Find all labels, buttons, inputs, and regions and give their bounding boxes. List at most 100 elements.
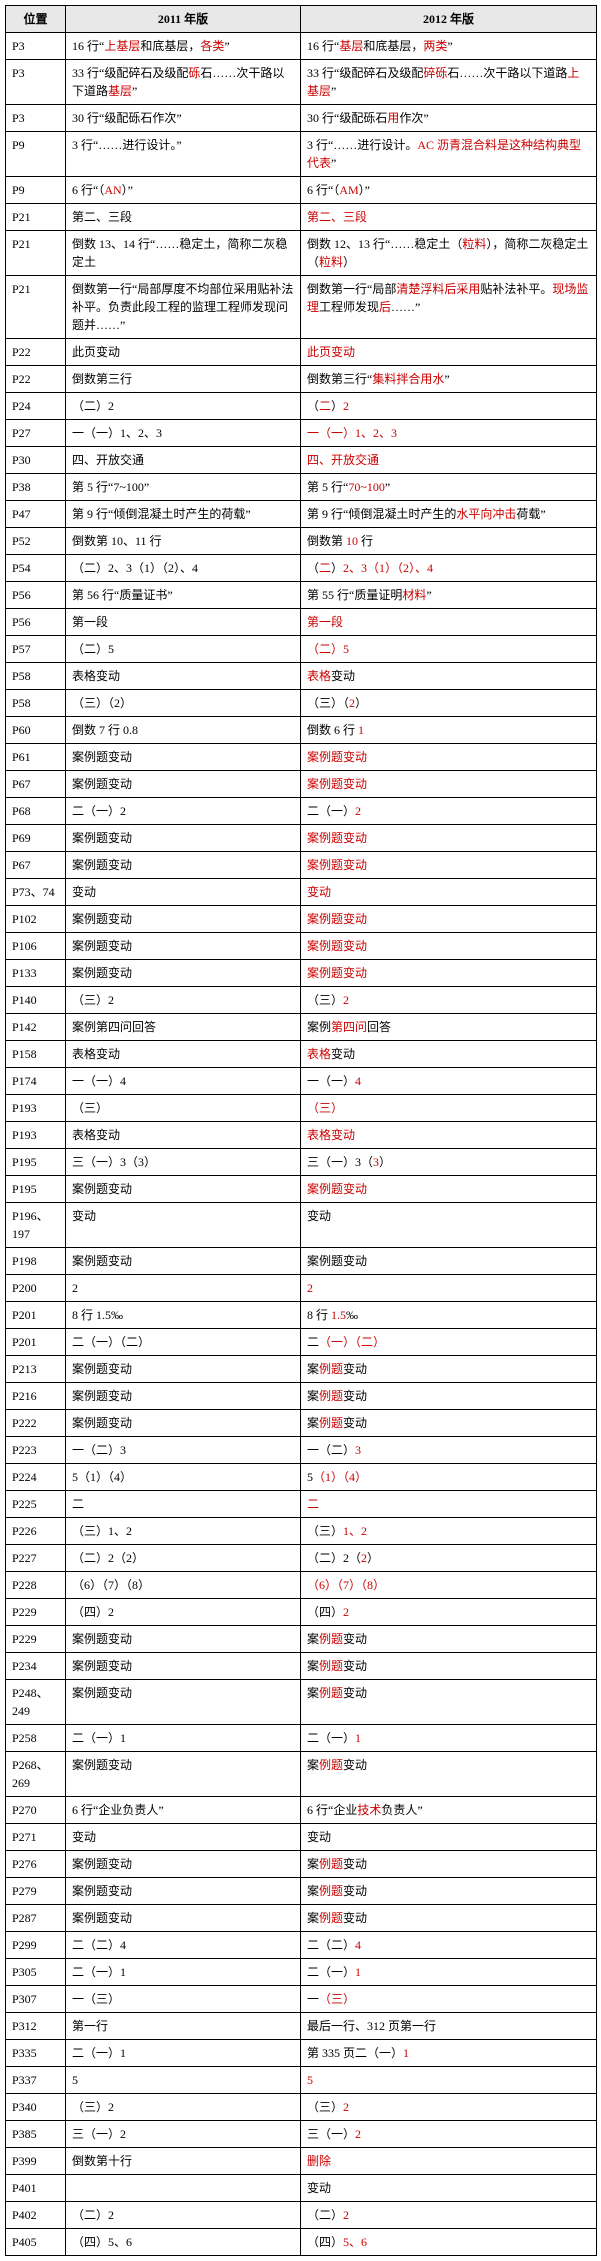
cell-2011: 二（一）2	[66, 798, 301, 825]
cell-2012: 三（一）3（3）	[301, 1149, 597, 1176]
cell-2012: 变动	[301, 1203, 597, 1248]
table-row: P21倒数 13、14 行“……稳定土，简称二灰稳定土倒数 12、13 行“………	[6, 231, 597, 276]
cell-2012: 30 行“级配砾石用作次”	[301, 105, 597, 132]
cell-2011: 案例第四问回答	[66, 1014, 301, 1041]
cell-position: P58	[6, 663, 66, 690]
cell-2012: 表格变动	[301, 663, 597, 690]
table-row: P73、74变动变动	[6, 879, 597, 906]
cell-position: P229	[6, 1599, 66, 1626]
col-2011: 2011 年版	[66, 6, 301, 33]
cell-position: P67	[6, 771, 66, 798]
cell-position: P21	[6, 276, 66, 339]
table-row: P227（二）2（2）（二）2（2）	[6, 1545, 597, 1572]
cell-2011: 案例题变动	[66, 933, 301, 960]
cell-2011: （三）（2）	[66, 690, 301, 717]
cell-2012: 案例题变动	[301, 1626, 597, 1653]
cell-2012: 删除	[301, 2148, 597, 2175]
cell-2011: 第二、三段	[66, 204, 301, 231]
table-row: P60倒数 7 行 0.8倒数 6 行 1	[6, 717, 597, 744]
cell-position: P276	[6, 1851, 66, 1878]
cell-position: P200	[6, 1275, 66, 1302]
table-row: P38第 5 行“7~100”第 5 行“70~100”	[6, 474, 597, 501]
table-row: P213案例题变动案例题变动	[6, 1356, 597, 1383]
table-row: P201二（一）（二）二（一）（二）	[6, 1329, 597, 1356]
cell-2011: 案例题变动	[66, 1176, 301, 1203]
table-row: P24（二）2（二）2	[6, 393, 597, 420]
cell-2011: （四）2	[66, 1599, 301, 1626]
table-row: P69案例题变动案例题变动	[6, 825, 597, 852]
cell-position: P224	[6, 1464, 66, 1491]
cell-position: P222	[6, 1410, 66, 1437]
table-row: P399倒数第十行删除	[6, 2148, 597, 2175]
cell-2011: 倒数第一行“局部厚度不均部位采用贴补法补平。负责此段工程的监理工程师发现问题并……	[66, 276, 301, 339]
cell-2011: （三）2	[66, 987, 301, 1014]
cell-2011: 表格变动	[66, 1041, 301, 1068]
cell-2012: 案例题变动	[301, 1410, 597, 1437]
cell-position: P402	[6, 2202, 66, 2229]
cell-2012: 一（三）	[301, 1986, 597, 2013]
cell-position: P385	[6, 2121, 66, 2148]
cell-2011: 二（二）4	[66, 1932, 301, 1959]
cell-2012: （二）2（2）	[301, 1545, 597, 1572]
cell-2011: 变动	[66, 1824, 301, 1851]
table-row: P21第二、三段第二、三段	[6, 204, 597, 231]
cell-2012: 案例第四问回答	[301, 1014, 597, 1041]
cell-position: P9	[6, 177, 66, 204]
cell-2012: 二（一）1	[301, 1725, 597, 1752]
table-row: P20022	[6, 1275, 597, 1302]
cell-2011: 30 行“级配砾石作次”	[66, 105, 301, 132]
table-row: P401变动	[6, 2175, 597, 2202]
table-row: P279案例题变动案例题变动	[6, 1878, 597, 1905]
cell-2011: 3 行“……进行设计。”	[66, 132, 301, 177]
cell-2012: （6）（7）（8）	[301, 1572, 597, 1599]
table-row: P222案例题变动案例题变动	[6, 1410, 597, 1437]
cell-position: P3	[6, 105, 66, 132]
cell-2011: 变动	[66, 1203, 301, 1248]
cell-2012: 变动	[301, 879, 597, 906]
table-row: P22此页变动此页变动	[6, 339, 597, 366]
cell-2011: 三（一）2	[66, 2121, 301, 2148]
cell-2011: 案例题变动	[66, 744, 301, 771]
cell-2012: 6 行“（AM）”	[301, 177, 597, 204]
cell-2011: 案例题变动	[66, 771, 301, 798]
cell-position: P60	[6, 717, 66, 744]
cell-2011: 二（一）1	[66, 1725, 301, 1752]
table-row: P405（四）5、6（四）5、6	[6, 2229, 597, 2256]
cell-2011: 案例题变动	[66, 1410, 301, 1437]
cell-position: P228	[6, 1572, 66, 1599]
cell-2012: 案例题变动	[301, 1383, 597, 1410]
cell-2012: 倒数第三行“集料拌合用水”	[301, 366, 597, 393]
cell-2012: 案例题变动	[301, 906, 597, 933]
table-row: P2245（1）（4）5（1）（4）	[6, 1464, 597, 1491]
cell-2012: （三）	[301, 1095, 597, 1122]
table-row: P316 行“上基层和底基层，各类”16 行“基层和底基层，两类”	[6, 33, 597, 60]
cell-position: P248、249	[6, 1680, 66, 1725]
cell-position: P54	[6, 555, 66, 582]
cell-2011: 第一行	[66, 2013, 301, 2040]
cell-position: P226	[6, 1518, 66, 1545]
cell-2011: 8 行 1.5‰	[66, 1302, 301, 1329]
cell-2012: 案例题变动	[301, 1176, 597, 1203]
table-row: P67案例题变动案例题变动	[6, 852, 597, 879]
cell-2012: 一（一）1、2、3	[301, 420, 597, 447]
col-position: 位置	[6, 6, 66, 33]
table-row: P57（二）5（二）5	[6, 636, 597, 663]
cell-position: P234	[6, 1653, 66, 1680]
cell-2011: 第 9 行“倾倒混凝土时产生的荷载”	[66, 501, 301, 528]
table-row: P196、197变动变动	[6, 1203, 597, 1248]
cell-2011: 表格变动	[66, 1122, 301, 1149]
table-row: P102案例题变动案例题变动	[6, 906, 597, 933]
cell-2012: 第二、三段	[301, 204, 597, 231]
table-row: P27一（一）1、2、3一（一）1、2、3	[6, 420, 597, 447]
cell-2012: （四）2	[301, 1599, 597, 1626]
cell-2011: 倒数第十行	[66, 2148, 301, 2175]
cell-position: P9	[6, 132, 66, 177]
cell-2011: 案例题变动	[66, 1905, 301, 1932]
cell-2012: 案例题变动	[301, 1248, 597, 1275]
cell-2011: （三）	[66, 1095, 301, 1122]
cell-position: P195	[6, 1176, 66, 1203]
cell-2012: （三）2	[301, 987, 597, 1014]
table-row: P58表格变动表格变动	[6, 663, 597, 690]
cell-2012: 第 5 行“70~100”	[301, 474, 597, 501]
cell-2012: （二）2	[301, 2202, 597, 2229]
